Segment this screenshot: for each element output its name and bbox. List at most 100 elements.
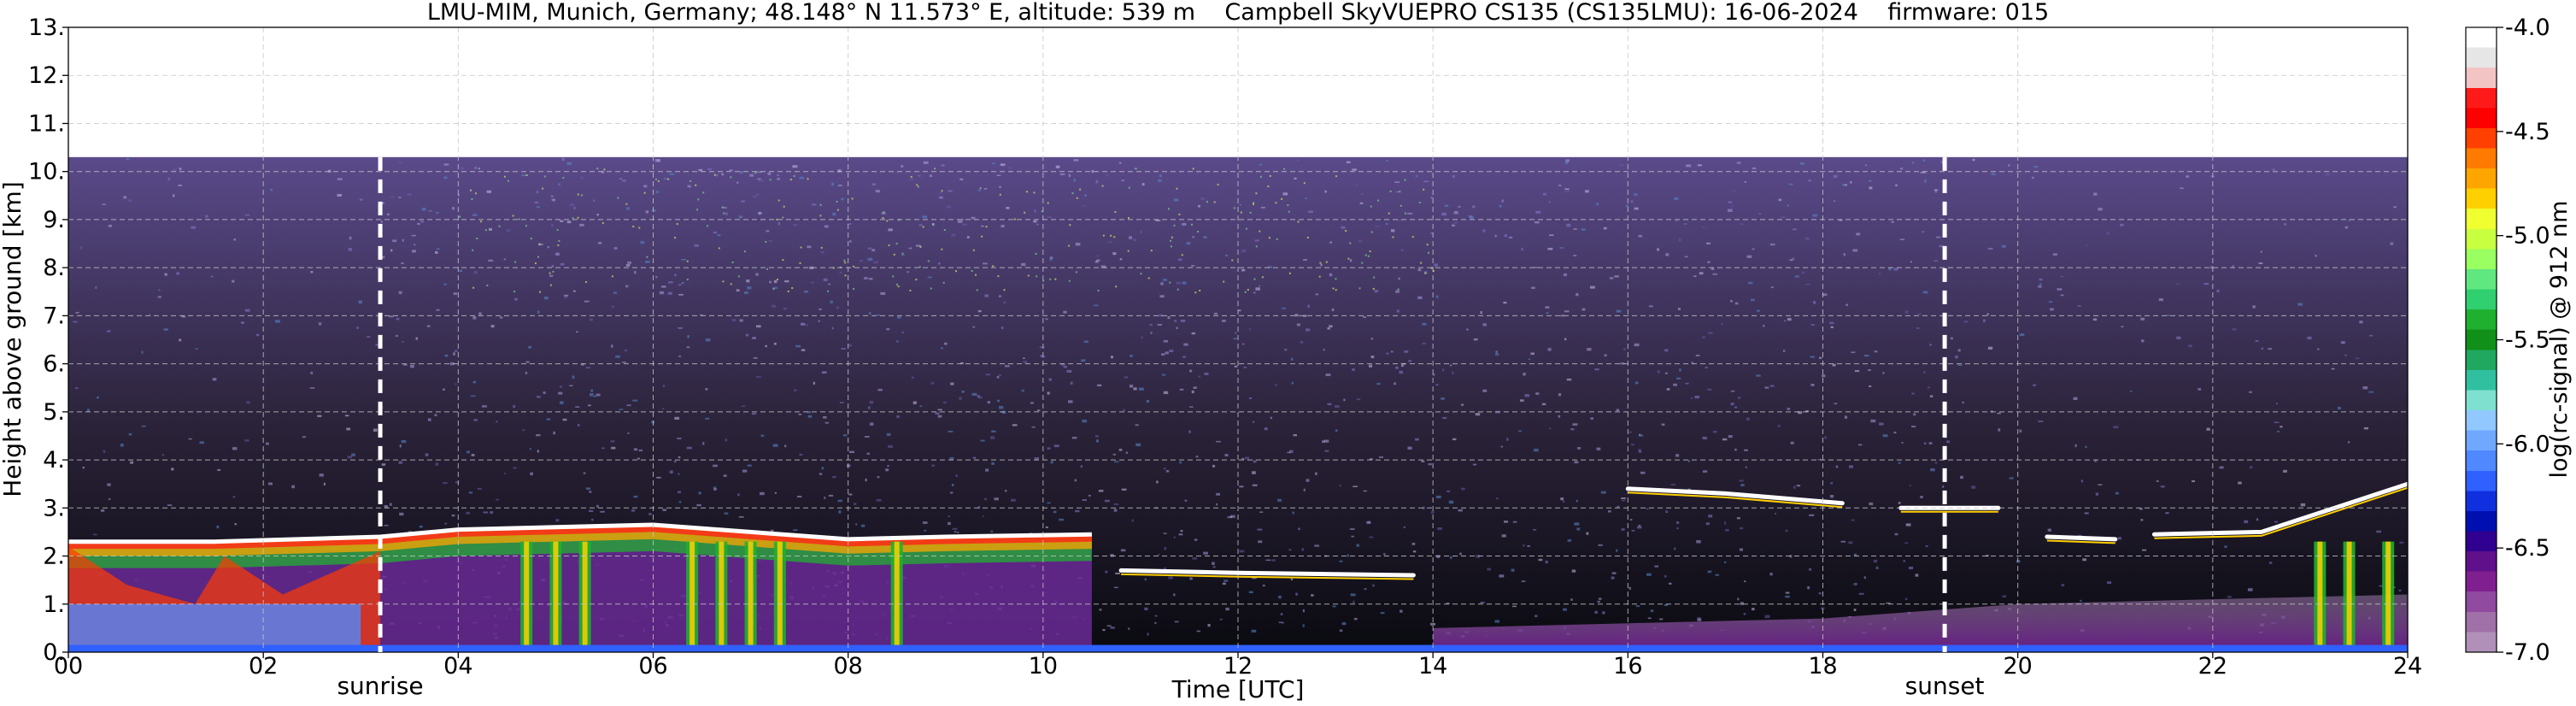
noise-speck xyxy=(646,256,648,258)
noise-speck xyxy=(839,402,844,403)
noise-speck xyxy=(813,381,816,385)
noise-speck xyxy=(772,286,778,289)
noise-speck xyxy=(549,272,551,274)
noise-speck xyxy=(661,285,666,288)
noise-speck xyxy=(1066,369,1072,373)
noise-speck xyxy=(358,300,363,304)
noise-speck xyxy=(1163,391,1169,395)
noise-speck xyxy=(1011,498,1016,502)
noise-speck xyxy=(1971,485,1976,489)
noise-speck xyxy=(848,344,852,347)
noise-speck xyxy=(1114,461,1119,463)
noise-speck xyxy=(2347,441,2350,444)
noise-speck xyxy=(1242,343,1245,345)
noise-speck xyxy=(1040,355,1044,357)
noise-speck xyxy=(504,473,507,474)
noise-speck xyxy=(1161,374,1166,376)
noise-speck xyxy=(244,309,250,312)
noise-speck xyxy=(867,247,872,250)
noise-speck xyxy=(977,395,980,398)
noise-speck xyxy=(1523,373,1526,376)
noise-speck xyxy=(774,491,777,494)
noise-speck xyxy=(1069,224,1071,227)
precipitation-streak-core xyxy=(2317,541,2323,648)
noise-speck xyxy=(1370,356,1375,359)
noise-speck xyxy=(1253,291,1256,294)
noise-speck xyxy=(513,291,516,293)
noise-speck xyxy=(822,371,827,374)
noise-speck xyxy=(1260,206,1265,209)
noise-speck xyxy=(2084,512,2089,515)
noise-speck xyxy=(772,288,775,291)
noise-speck xyxy=(753,357,758,359)
noise-speck xyxy=(1231,259,1234,262)
noise-speck xyxy=(1594,368,1599,371)
noise-speck xyxy=(1576,499,1578,503)
noise-speck xyxy=(1805,410,1810,413)
noise-speck xyxy=(1124,376,1129,379)
noise-speck xyxy=(2098,208,2103,211)
precipitation-streak-core xyxy=(719,541,725,648)
noise-speck xyxy=(922,215,928,219)
noise-speck xyxy=(678,284,682,286)
noise-speck xyxy=(1724,561,1727,563)
x-axis-label: Time [UTC] xyxy=(1171,675,1305,703)
noise-speck xyxy=(1597,600,1601,603)
noise-speck xyxy=(739,171,743,174)
noise-speck xyxy=(1189,369,1193,373)
noise-speck xyxy=(455,383,457,385)
noise-speck xyxy=(1511,568,1515,572)
noise-speck xyxy=(1395,290,1399,293)
noise-speck xyxy=(1404,350,1409,353)
noise-speck xyxy=(930,287,932,290)
noise-speck xyxy=(1712,273,1718,275)
noise-speck xyxy=(1322,440,1325,444)
noise-speck xyxy=(581,194,584,197)
noise-speck xyxy=(1397,288,1399,291)
noise-speck xyxy=(997,399,1000,403)
noise-speck xyxy=(1268,266,1273,268)
noise-speck xyxy=(459,215,461,218)
noise-speck xyxy=(471,454,475,456)
noise-speck xyxy=(1734,448,1737,451)
noise-speck xyxy=(473,419,478,421)
noise-speck xyxy=(1547,348,1552,351)
noise-speck xyxy=(1407,212,1413,215)
noise-speck xyxy=(1614,275,1619,278)
noise-speck xyxy=(1259,163,1263,166)
noise-speck xyxy=(1227,516,1233,519)
noise-speck xyxy=(562,177,565,179)
noise-speck xyxy=(398,461,403,464)
noise-speck xyxy=(738,215,743,219)
noise-speck xyxy=(1564,188,1570,191)
noise-speck xyxy=(590,393,594,397)
noise-speck xyxy=(731,319,736,322)
noise-speck xyxy=(457,194,460,197)
noise-speck xyxy=(1734,406,1738,409)
noise-speck xyxy=(997,275,1000,278)
noise-speck xyxy=(918,266,921,268)
noise-speck xyxy=(1290,578,1294,581)
noise-speck xyxy=(472,249,474,251)
noise-speck xyxy=(1869,186,1873,190)
noise-speck xyxy=(1249,211,1252,214)
noise-speck xyxy=(1112,453,1117,456)
noise-speck xyxy=(638,227,641,229)
noise-speck xyxy=(598,242,602,244)
noise-speck xyxy=(832,212,836,216)
noise-speck xyxy=(1178,213,1181,215)
noise-speck xyxy=(590,389,594,392)
cloud-layer-edge xyxy=(2154,486,2408,539)
noise-speck xyxy=(1133,387,1137,391)
noise-speck xyxy=(1878,273,1881,274)
noise-speck xyxy=(1372,584,1375,587)
noise-speck xyxy=(1024,211,1026,214)
noise-speck xyxy=(625,264,631,267)
noise-speck xyxy=(2272,168,2275,171)
noise-speck xyxy=(794,389,797,391)
noise-speck xyxy=(736,181,739,184)
noise-speck xyxy=(1710,268,1715,270)
noise-speck xyxy=(1512,521,1517,523)
noise-speck xyxy=(828,494,834,497)
noise-speck xyxy=(1075,509,1080,513)
